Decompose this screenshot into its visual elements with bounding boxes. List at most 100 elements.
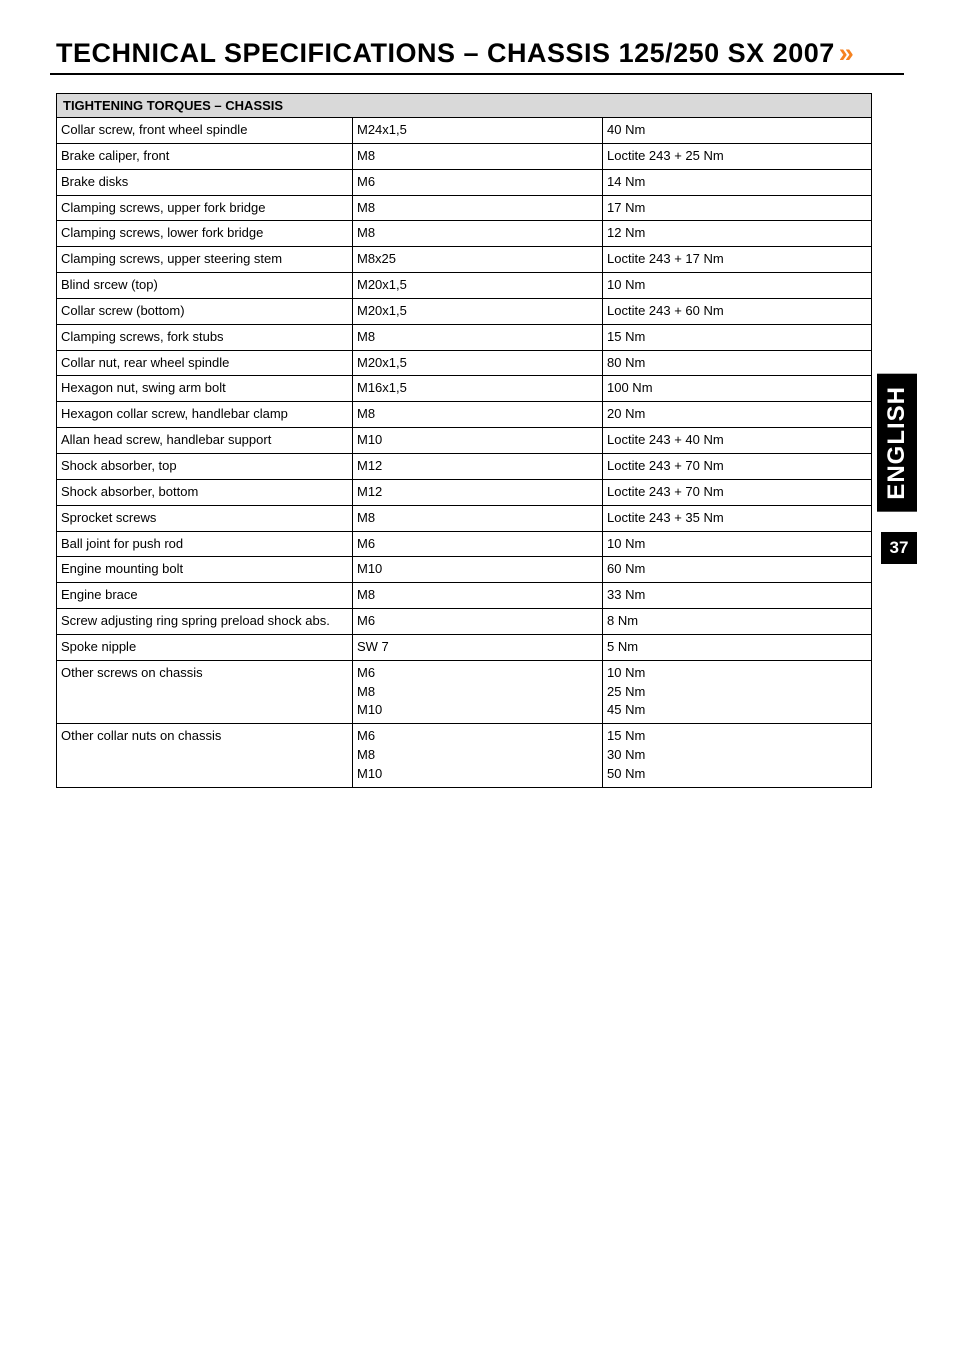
table-header: TIGHTENING TORQUES – CHASSIS [57,94,872,118]
table-row: Engine braceM833 Nm [57,583,872,609]
cell-size: M20x1,5 [353,273,603,299]
cell-size: M8 [353,324,603,350]
cell-name: Clamping screws, lower fork bridge [57,221,353,247]
cell-size: M12 [353,453,603,479]
cell-name: Sprocket screws [57,505,353,531]
cell-name: Collar nut, rear wheel spindle [57,350,353,376]
cell-name: Blind srcew (top) [57,273,353,299]
cell-size: M8 [353,583,603,609]
cell-size: M20x1,5 [353,298,603,324]
cell-size: M8 [353,195,603,221]
table-row: Screw adjusting ring spring preload shoc… [57,609,872,635]
cell-name: Clamping screws, upper steering stem [57,247,353,273]
cell-torque: 100 Nm [603,376,872,402]
cell-name: Collar screw, front wheel spindle [57,118,353,144]
page-container: TECHNICAL SPECIFICATIONS – CHASSIS 125/2… [0,0,954,1351]
cell-torque: 5 Nm [603,634,872,660]
cell-size: M8x25 [353,247,603,273]
table-row: Ball joint for push rodM610 Nm [57,531,872,557]
cell-torque: Loctite 243 + 60 Nm [603,298,872,324]
title-wrap: TECHNICAL SPECIFICATIONS – CHASSIS 125/2… [50,38,904,75]
cell-name: Clamping screws, upper fork bridge [57,195,353,221]
page-title: TECHNICAL SPECIFICATIONS – CHASSIS 125/2… [56,38,835,68]
cell-size: M8 [353,505,603,531]
cell-size: M8 [353,402,603,428]
cell-torque: 14 Nm [603,169,872,195]
cell-name: Engine brace [57,583,353,609]
cell-torque: 15 Nm [603,324,872,350]
cell-name: Shock absorber, top [57,453,353,479]
table-row: Shock absorber, topM12Loctite 243 + 70 N… [57,453,872,479]
cell-torque: 10 Nm [603,273,872,299]
cell-name: Spoke nipple [57,634,353,660]
cell-size: SW 7 [353,634,603,660]
language-tab: ENGLISH [877,374,917,512]
table-row: Collar screw (bottom)M20x1,5Loctite 243 … [57,298,872,324]
cell-torque: 10 Nm [603,531,872,557]
cell-size: M20x1,5 [353,350,603,376]
cell-torque: 8 Nm [603,609,872,635]
cell-name: Ball joint for push rod [57,531,353,557]
cell-name: Hexagon collar screw, handlebar clamp [57,402,353,428]
cell-name: Engine mounting bolt [57,557,353,583]
table-row: Shock absorber, bottomM12Loctite 243 + 7… [57,479,872,505]
table-row: Engine mounting boltM1060 Nm [57,557,872,583]
cell-name: Screw adjusting ring spring preload shoc… [57,609,353,635]
table-row: Spoke nippleSW 75 Nm [57,634,872,660]
table-row: Brake disksM614 Nm [57,169,872,195]
cell-name: Clamping screws, fork stubs [57,324,353,350]
table-row: Other collar nuts on chassisM6 M8 M1015 … [57,724,872,788]
torque-table: TIGHTENING TORQUES – CHASSIS Collar scre… [56,93,872,788]
cell-torque: 15 Nm 30 Nm 50 Nm [603,724,872,788]
table-row: Clamping screws, upper steering stemM8x2… [57,247,872,273]
cell-name: Brake caliper, front [57,143,353,169]
table-row: Hexagon nut, swing arm boltM16x1,5100 Nm [57,376,872,402]
cell-size: M6 M8 M10 [353,660,603,724]
cell-torque: Loctite 243 + 25 Nm [603,143,872,169]
table-header-row: TIGHTENING TORQUES – CHASSIS [57,94,872,118]
table-row: Other screws on chassisM6 M8 M1010 Nm 25… [57,660,872,724]
table-row: Hexagon collar screw, handlebar clampM82… [57,402,872,428]
table-row: Sprocket screwsM8Loctite 243 + 35 Nm [57,505,872,531]
cell-torque: Loctite 243 + 40 Nm [603,428,872,454]
cell-size: M6 [353,531,603,557]
cell-size: M8 [353,221,603,247]
cell-size: M8 [353,143,603,169]
cell-torque: 33 Nm [603,583,872,609]
cell-name: Other collar nuts on chassis [57,724,353,788]
table-row: Clamping screws, fork stubsM815 Nm [57,324,872,350]
cell-name: Collar screw (bottom) [57,298,353,324]
cell-size: M6 [353,609,603,635]
cell-name: Hexagon nut, swing arm bolt [57,376,353,402]
cell-torque: 10 Nm 25 Nm 45 Nm [603,660,872,724]
cell-size: M24x1,5 [353,118,603,144]
cell-torque: Loctite 243 + 35 Nm [603,505,872,531]
cell-torque: Loctite 243 + 70 Nm [603,479,872,505]
cell-size: M12 [353,479,603,505]
table-row: Allan head screw, handlebar supportM10Lo… [57,428,872,454]
cell-torque: 17 Nm [603,195,872,221]
table-row: Collar screw, front wheel spindleM24x1,5… [57,118,872,144]
cell-size: M10 [353,428,603,454]
cell-torque: Loctite 243 + 17 Nm [603,247,872,273]
cell-size: M6 [353,169,603,195]
cell-torque: 20 Nm [603,402,872,428]
page-number: 37 [881,532,917,564]
table-row: Blind srcew (top)M20x1,510 Nm [57,273,872,299]
cell-size: M6 M8 M10 [353,724,603,788]
table-row: Clamping screws, lower fork bridgeM812 N… [57,221,872,247]
cell-torque: Loctite 243 + 70 Nm [603,453,872,479]
cell-torque: 60 Nm [603,557,872,583]
cell-torque: 12 Nm [603,221,872,247]
cell-name: Other screws on chassis [57,660,353,724]
cell-name: Brake disks [57,169,353,195]
cell-name: Allan head screw, handlebar support [57,428,353,454]
cell-torque: 40 Nm [603,118,872,144]
cell-torque: 80 Nm [603,350,872,376]
cell-size: M10 [353,557,603,583]
cell-size: M16x1,5 [353,376,603,402]
cell-name: Shock absorber, bottom [57,479,353,505]
table-row: Clamping screws, upper fork bridgeM817 N… [57,195,872,221]
table-row: Collar nut, rear wheel spindleM20x1,580 … [57,350,872,376]
title-arrow-icon: » [839,38,848,68]
